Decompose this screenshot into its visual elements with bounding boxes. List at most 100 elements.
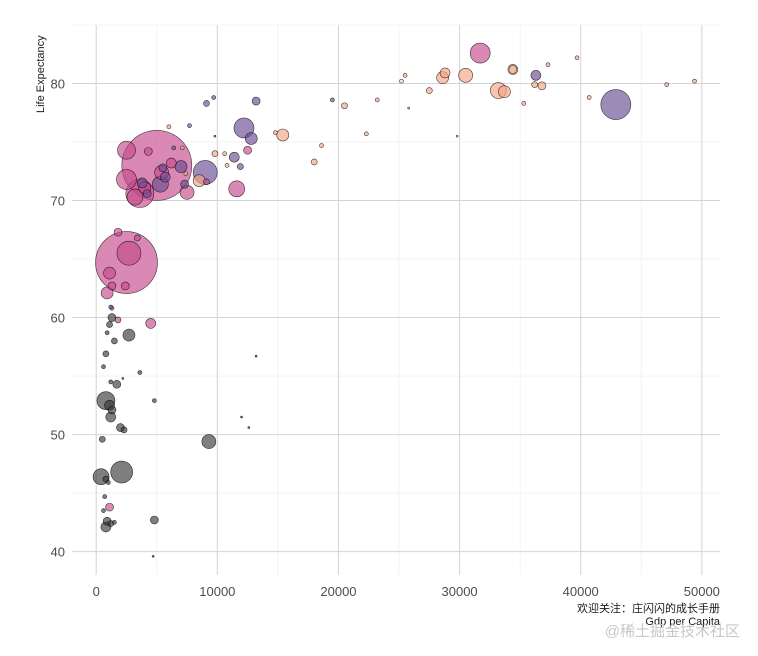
bubble-point-europe bbox=[458, 68, 473, 83]
bubble-point-americas bbox=[229, 151, 240, 163]
y-tick-label: 80 bbox=[51, 77, 65, 92]
bubble-point-asia bbox=[203, 178, 210, 186]
grid-minor bbox=[72, 24, 720, 575]
bubble-point-asia bbox=[113, 227, 123, 237]
bubble-point-americas bbox=[142, 189, 152, 198]
bubble-point-africa bbox=[112, 520, 117, 525]
bubble-point-europe bbox=[692, 78, 697, 84]
x-tick-label: 10000 bbox=[199, 584, 235, 599]
bubble-point-europe bbox=[455, 134, 459, 138]
y-tick-label: 70 bbox=[51, 194, 65, 209]
bubble-point-americas bbox=[108, 304, 114, 310]
bubble-point-americas bbox=[159, 171, 171, 183]
bubble-point-europe bbox=[537, 81, 547, 91]
bubble-point-asia bbox=[469, 42, 491, 64]
y-axis-ticks: 40 50 60 70 80 bbox=[51, 77, 65, 560]
bubble-point-americas bbox=[174, 160, 188, 173]
x-axis-ticks: 0 10000 20000 30000 40000 50000 bbox=[93, 584, 720, 599]
bubble-point-africa bbox=[120, 426, 128, 434]
bubble-point-americas bbox=[171, 145, 177, 151]
bubble-point-africa bbox=[150, 515, 159, 525]
bubble-point-americas bbox=[187, 123, 192, 128]
watermark: @稀土掘金技术社区 bbox=[604, 623, 740, 640]
bubble-point-africa bbox=[106, 321, 113, 328]
bubble-point-europe bbox=[224, 163, 230, 168]
bubble-point-africa bbox=[112, 379, 122, 389]
bubble-point-oceania bbox=[399, 78, 404, 84]
bubble-point-africa bbox=[137, 370, 143, 375]
caption-text: 欢迎关注：庄闪闪的成长手册 bbox=[577, 603, 720, 615]
bubble-point-americas bbox=[180, 179, 189, 189]
bubble-point-asia bbox=[116, 169, 137, 190]
bubble-point-africa bbox=[102, 494, 108, 499]
bubble-point-europe bbox=[521, 101, 527, 106]
x-tick-label: 50000 bbox=[684, 584, 720, 599]
bubble-point-americas bbox=[600, 89, 632, 120]
bubble-point-europe bbox=[508, 65, 518, 74]
bubble-point-europe bbox=[364, 131, 369, 137]
bubble-point-europe bbox=[341, 102, 348, 110]
bubble-layer bbox=[92, 42, 697, 558]
bubble-point-asia bbox=[166, 157, 177, 169]
bubble-point-asia bbox=[120, 281, 130, 291]
bubble-point-asia bbox=[103, 266, 116, 280]
x-tick-label: 40000 bbox=[563, 584, 599, 599]
bubble-point-europe bbox=[183, 171, 189, 176]
bubble-point-europe bbox=[166, 124, 172, 130]
bubble-point-africa bbox=[108, 379, 114, 385]
bubble-point-africa bbox=[122, 328, 136, 342]
bubble-point-asia bbox=[144, 147, 153, 156]
bubble-point-europe bbox=[310, 158, 318, 166]
bubble-point-africa bbox=[106, 480, 111, 485]
bubble-point-asia bbox=[107, 281, 117, 291]
bubble-point-africa bbox=[152, 398, 157, 403]
bubble-point-africa bbox=[121, 377, 125, 380]
y-axis-title: Life Expectancy bbox=[35, 35, 47, 113]
bubble-point-americas bbox=[530, 70, 542, 81]
bubble-point-africa bbox=[151, 554, 155, 558]
bubble-point-americas bbox=[211, 95, 217, 100]
bubble-point-europe bbox=[574, 55, 580, 61]
bubble-point-asia bbox=[100, 286, 114, 300]
x-tick-label: 20000 bbox=[320, 584, 356, 599]
bubble-point-americas bbox=[136, 177, 148, 189]
bubble-point-asia bbox=[117, 140, 136, 160]
bubble-point-africa bbox=[201, 434, 217, 449]
bubble-point-europe bbox=[374, 97, 380, 103]
bubble-point-africa bbox=[107, 405, 117, 415]
bubble-point-europe bbox=[402, 73, 408, 78]
bubble-point-americas bbox=[213, 134, 217, 138]
bubble-point-europe bbox=[531, 81, 538, 88]
bubble-point-europe bbox=[439, 67, 451, 79]
bubble-point-africa bbox=[102, 350, 110, 358]
grid-major bbox=[72, 25, 720, 575]
bubble-point-americas bbox=[237, 163, 244, 170]
bubble-point-americas bbox=[244, 132, 258, 145]
x-axis-title: Gdp per Capita bbox=[645, 616, 720, 628]
bubble-point-africa bbox=[240, 415, 243, 419]
bubble-point-asia bbox=[116, 240, 142, 266]
bubble-point-americas bbox=[251, 96, 261, 106]
bubble-point-americas bbox=[203, 100, 210, 107]
y-tick-label: 40 bbox=[51, 545, 65, 560]
bubble-point-africa bbox=[98, 435, 106, 443]
bubble-point-africa bbox=[101, 508, 106, 513]
bubble-point-americas bbox=[330, 97, 335, 103]
caption-block: 欢迎关注：庄闪闪的成长手册 Gdp per Capita bbox=[577, 603, 720, 629]
bubble-point-asia bbox=[134, 234, 141, 242]
bubble-point-europe bbox=[586, 95, 592, 100]
bubble-point-asia bbox=[228, 180, 246, 198]
bubble-point-africa bbox=[247, 426, 251, 429]
x-tick-label: 30000 bbox=[442, 584, 478, 599]
bubble-point-europe bbox=[545, 62, 551, 68]
bubble-point-europe bbox=[407, 106, 411, 110]
bubble-point-europe bbox=[498, 85, 511, 99]
y-tick-label: 50 bbox=[51, 428, 65, 443]
bubble-point-europe bbox=[222, 151, 227, 157]
bubble-point-asia bbox=[145, 318, 157, 329]
bubble-point-asia bbox=[243, 145, 252, 155]
bubble-point-europe bbox=[179, 145, 185, 151]
bubble-point-asia bbox=[105, 502, 114, 512]
bubble-point-americas bbox=[158, 163, 168, 173]
